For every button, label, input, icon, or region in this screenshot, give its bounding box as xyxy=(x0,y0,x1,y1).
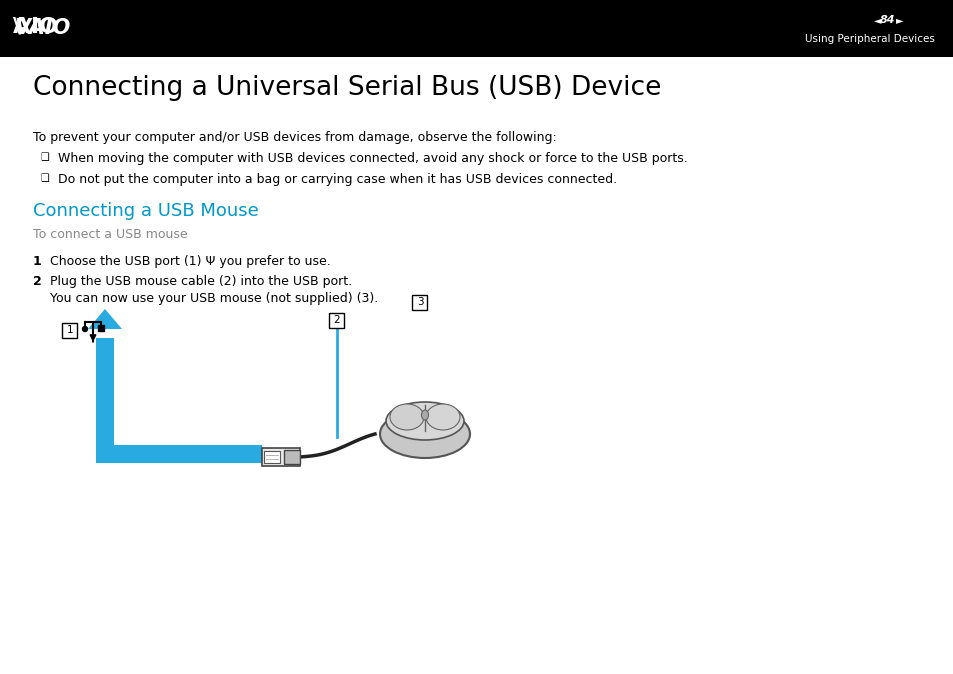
Text: ❑: ❑ xyxy=(40,173,49,183)
Text: Choose the USB port (1) Ψ you prefer to use.: Choose the USB port (1) Ψ you prefer to … xyxy=(50,255,331,268)
Text: ►: ► xyxy=(895,15,902,25)
Text: ◄: ◄ xyxy=(873,15,881,25)
Circle shape xyxy=(82,326,88,332)
Text: 1: 1 xyxy=(33,255,42,268)
Text: Connecting a Universal Serial Bus (USB) Device: Connecting a Universal Serial Bus (USB) … xyxy=(33,75,660,101)
Ellipse shape xyxy=(390,404,423,430)
Text: 3: 3 xyxy=(416,297,423,307)
Bar xyxy=(262,448,299,466)
Text: Plug the USB mouse cable (2) into the USB port.: Plug the USB mouse cable (2) into the US… xyxy=(50,275,352,288)
Text: You can now use your USB mouse (not supplied) (3).: You can now use your USB mouse (not supp… xyxy=(50,292,377,305)
Text: 1: 1 xyxy=(67,325,73,335)
Polygon shape xyxy=(88,309,122,329)
Text: When moving the computer with USB devices connected, avoid any shock or force to: When moving the computer with USB device… xyxy=(58,152,687,165)
Text: To connect a USB mouse: To connect a USB mouse xyxy=(33,228,188,241)
Text: ❑: ❑ xyxy=(40,152,49,162)
Bar xyxy=(264,451,280,463)
FancyBboxPatch shape xyxy=(329,313,344,328)
Text: 2: 2 xyxy=(334,315,340,325)
Bar xyxy=(98,325,104,331)
Ellipse shape xyxy=(386,402,463,440)
FancyBboxPatch shape xyxy=(412,295,427,309)
FancyBboxPatch shape xyxy=(63,322,77,338)
Ellipse shape xyxy=(421,410,428,420)
Bar xyxy=(284,450,299,464)
Bar xyxy=(105,445,262,463)
Ellipse shape xyxy=(426,404,459,430)
Ellipse shape xyxy=(379,410,470,458)
Text: Using Peripheral Devices: Using Peripheral Devices xyxy=(804,34,934,44)
Text: To prevent your computer and/or USB devices from damage, observe the following:: To prevent your computer and/or USB devi… xyxy=(33,131,557,144)
Bar xyxy=(96,338,113,463)
Text: Do not put the computer into a bag or carrying case when it has USB devices conn: Do not put the computer into a bag or ca… xyxy=(58,173,617,186)
Text: $\bf{\backslash\!\!AIO}$: $\bf{\backslash\!\!AIO}$ xyxy=(12,15,58,36)
Text: 2: 2 xyxy=(33,275,42,288)
Text: Connecting a USB Mouse: Connecting a USB Mouse xyxy=(33,202,258,220)
Bar xyxy=(0,0,953,57)
Text: 84: 84 xyxy=(880,15,895,25)
Text: VAIO: VAIO xyxy=(14,18,71,38)
